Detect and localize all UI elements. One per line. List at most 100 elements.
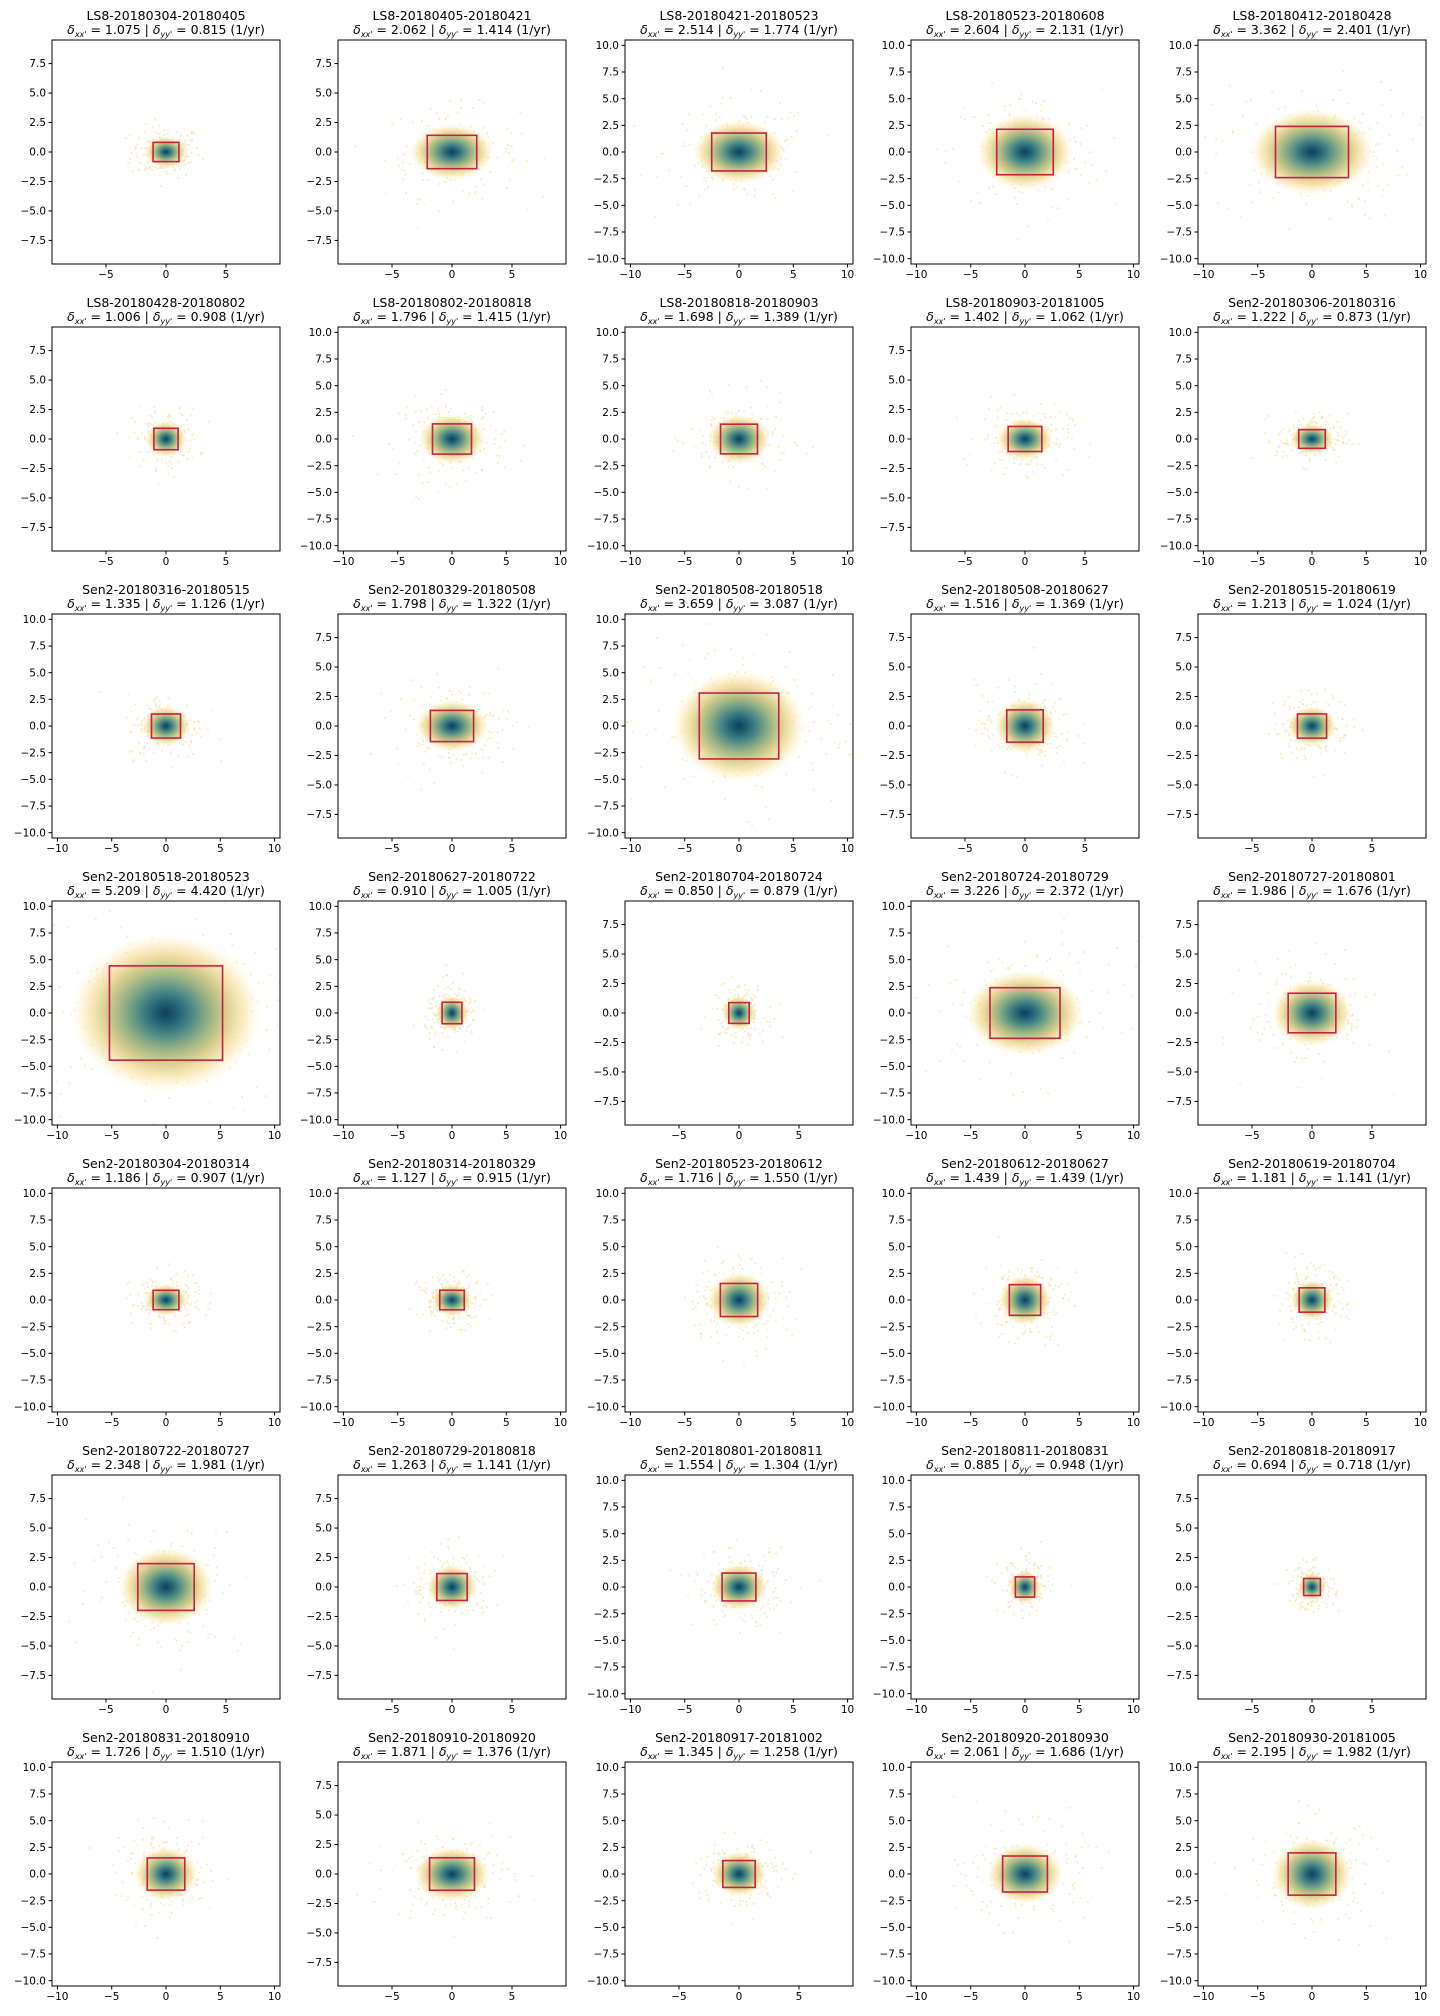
x-tick-label: −10 — [332, 556, 354, 568]
y-tick-label: −2.5 — [880, 1321, 906, 1333]
y-tick-label: −7.5 — [594, 1949, 620, 1961]
x-tick-label: 5 — [217, 1991, 224, 2003]
y-tick-label: −2.5 — [594, 1608, 620, 1620]
y-tick-label: −10.0 — [587, 1975, 619, 1987]
subplot-subtitle: δxx' = 1.213 | δyy' = 1.024 (1/yr) — [1213, 596, 1411, 613]
y-tick-label: −7.5 — [307, 1088, 333, 1100]
x-tick-label: 0 — [1309, 1417, 1316, 1429]
x-tick-label: 10 — [1127, 1704, 1140, 1716]
x-tick-label: −5 — [1244, 1130, 1259, 1142]
y-tick-label: 10.0 — [596, 327, 619, 339]
y-tick-label: 0.0 — [1175, 1869, 1192, 1881]
std-box — [108, 965, 224, 1061]
y-tick-label: 10.0 — [23, 1762, 46, 1774]
x-tick-label: −5 — [671, 1130, 686, 1142]
std-box — [1274, 125, 1350, 179]
x-tick-label: 10 — [1414, 1417, 1427, 1429]
y-tick-label: 10.0 — [596, 1762, 619, 1774]
std-box — [1287, 1852, 1337, 1896]
x-tick-label: 0 — [163, 1991, 170, 2003]
y-tick-label: 5.0 — [1175, 380, 1192, 392]
y-tick-label: −2.5 — [594, 1037, 620, 1049]
x-tick-label: 10 — [1127, 1991, 1140, 2003]
density-cloud — [968, 647, 1085, 778]
x-tick-label: 5 — [1369, 1130, 1376, 1142]
y-tick-label: 0.0 — [315, 1008, 332, 1020]
subplot-subtitle: δxx' = 2.062 | δyy' = 1.414 (1/yr) — [353, 22, 551, 39]
y-tick-label: 10.0 — [1169, 1188, 1192, 1200]
x-tick-label: −10 — [619, 1417, 641, 1429]
y-tick-label: 2.5 — [29, 117, 46, 129]
subplot-subtitle: δxx' = 2.348 | δyy' = 1.981 (1/yr) — [67, 1457, 265, 1474]
y-tick-label: 0.0 — [888, 1008, 905, 1020]
y-tick-label: 10.0 — [1169, 327, 1192, 339]
subplot-title: Sen2-20180627-20180722 — [368, 869, 536, 884]
x-tick-label: 0 — [449, 1991, 456, 2003]
y-tick-label: −10.0 — [873, 1975, 905, 1987]
y-tick-label: −10.0 — [300, 1401, 332, 1413]
density-cloud — [1222, 942, 1396, 1095]
density-cloud — [395, 1536, 504, 1650]
x-tick-label: −10 — [619, 556, 641, 568]
x-tick-label: 5 — [1363, 1991, 1370, 2003]
x-tick-label: −5 — [1244, 1704, 1259, 1716]
x-tick-label: −5 — [957, 556, 972, 568]
x-tick-label: −5 — [677, 1417, 692, 1429]
y-tick-label: 0.0 — [29, 721, 46, 733]
x-tick-label: 0 — [736, 556, 743, 568]
y-tick-label: 7.5 — [1175, 919, 1192, 931]
y-tick-label: −5.0 — [307, 1348, 333, 1360]
x-tick-label: 0 — [449, 556, 456, 568]
y-tick-label: 0.0 — [1175, 434, 1192, 446]
std-box — [1014, 1576, 1036, 1598]
subplot-title: Sen2-20180729-20180818 — [368, 1443, 536, 1458]
y-tick-label: −5.0 — [594, 774, 620, 786]
std-box — [153, 427, 179, 451]
y-tick-label: −2.5 — [21, 176, 47, 188]
y-tick-label: 7.5 — [1175, 1789, 1192, 1801]
x-tick-label: −5 — [963, 1704, 978, 1716]
subplot-title: Sen2-20180518-20180523 — [82, 869, 250, 884]
y-tick-label: 10.0 — [309, 901, 332, 913]
x-tick-label: 0 — [1022, 556, 1029, 568]
y-tick-label: −10.0 — [873, 1401, 905, 1413]
x-tick-label: −5 — [677, 843, 692, 855]
y-tick-label: 2.5 — [888, 1268, 905, 1280]
density-cloud — [116, 405, 210, 486]
y-tick-label: 7.5 — [888, 928, 905, 940]
y-tick-label: −10.0 — [14, 1401, 46, 1413]
x-tick-label: 5 — [223, 1704, 230, 1716]
subplot-title: Sen2-20180722-20180727 — [82, 1443, 250, 1458]
y-tick-label: −10.0 — [587, 540, 619, 552]
x-tick-label: −5 — [963, 1991, 978, 2003]
y-tick-label: 2.5 — [29, 404, 46, 416]
y-tick-label: 7.5 — [1175, 67, 1192, 79]
y-tick-label: −2.5 — [594, 747, 620, 759]
y-tick-label: 7.5 — [315, 632, 332, 644]
subplot-title: Sen2-20180508-20180518 — [655, 582, 823, 597]
y-tick-label: −5.0 — [594, 1348, 620, 1360]
y-tick-label: 5.0 — [602, 949, 619, 961]
x-tick-label: 5 — [1076, 1130, 1083, 1142]
subplot-subtitle: δxx' = 3.659 | δyy' = 3.087 (1/yr) — [640, 596, 838, 613]
y-tick-label: −2.5 — [307, 1034, 333, 1046]
x-tick-label: −5 — [104, 1130, 119, 1142]
x-tick-label: −5 — [671, 1991, 686, 2003]
y-tick-label: −2.5 — [307, 1898, 333, 1910]
y-tick-label: 7.5 — [888, 1215, 905, 1227]
std-box — [1006, 709, 1044, 743]
y-tick-label: −7.5 — [594, 801, 620, 813]
y-tick-label: 2.5 — [29, 1552, 46, 1564]
y-tick-label: −5.0 — [307, 206, 333, 218]
subplot-title: LS8-20180818-20180903 — [659, 295, 818, 310]
y-tick-label: 7.5 — [602, 919, 619, 931]
x-tick-label: −10 — [46, 843, 68, 855]
y-tick-label: −2.5 — [1167, 1321, 1193, 1333]
x-tick-label: 10 — [268, 1991, 281, 2003]
subplot-title: LS8-20180523-20180608 — [945, 8, 1104, 23]
